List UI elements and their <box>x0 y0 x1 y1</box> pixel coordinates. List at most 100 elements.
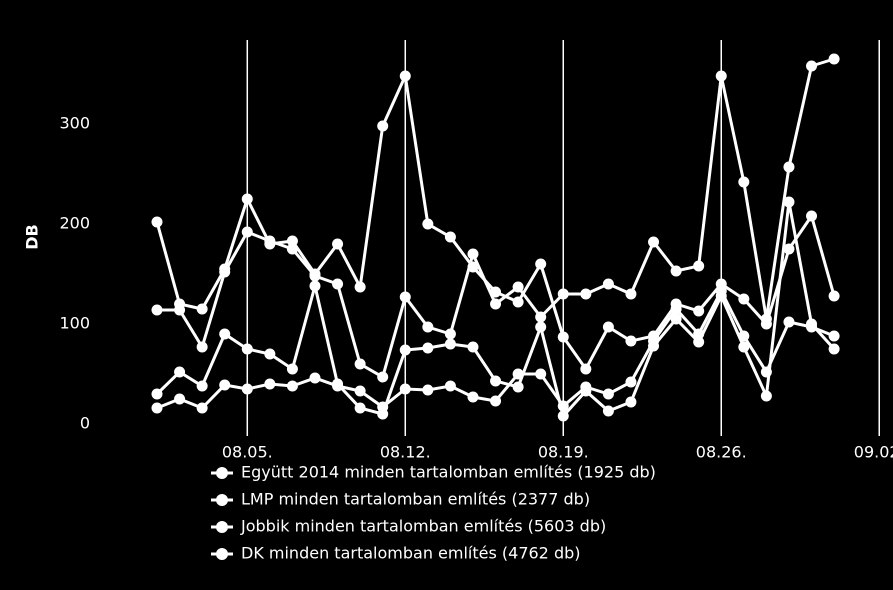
data-point <box>354 281 366 293</box>
data-point <box>174 298 186 310</box>
data-point <box>377 371 389 383</box>
data-point <box>264 348 276 360</box>
data-point <box>174 366 186 378</box>
data-point <box>828 290 840 302</box>
data-point <box>151 216 163 228</box>
data-point <box>715 290 727 302</box>
data-point <box>377 408 389 420</box>
data-point <box>422 384 434 396</box>
data-point <box>332 278 344 290</box>
data-point <box>490 298 502 310</box>
data-point <box>219 328 231 340</box>
y-tick-label: 100 <box>59 314 90 333</box>
data-point <box>399 383 411 395</box>
data-point <box>354 402 366 414</box>
data-point <box>693 336 705 348</box>
data-point <box>332 238 344 250</box>
data-point <box>241 383 253 395</box>
legend-label: Jobbik minden tartalomban említés (5603 … <box>240 517 606 536</box>
data-point <box>760 390 772 402</box>
data-point <box>467 391 479 403</box>
data-point <box>241 343 253 355</box>
data-point <box>648 340 660 352</box>
data-point <box>354 358 366 370</box>
data-point <box>512 281 524 293</box>
data-point <box>354 385 366 397</box>
data-point <box>535 321 547 333</box>
data-point <box>151 402 163 414</box>
data-point <box>625 288 637 300</box>
data-point <box>602 278 614 290</box>
data-point <box>806 210 818 222</box>
data-point <box>670 313 682 325</box>
data-point <box>196 402 208 414</box>
data-point <box>715 278 727 290</box>
data-point <box>738 341 750 353</box>
data-point <box>422 342 434 354</box>
data-point <box>783 243 795 255</box>
data-point <box>806 318 818 330</box>
data-point <box>377 120 389 132</box>
data-point <box>557 331 569 343</box>
legend-label: LMP minden tartalomban említés (2377 db) <box>241 490 590 509</box>
data-point <box>625 396 637 408</box>
data-point <box>760 318 772 330</box>
data-point <box>309 268 321 280</box>
data-point <box>399 70 411 82</box>
data-point <box>557 288 569 300</box>
data-point <box>219 379 231 391</box>
data-point <box>422 321 434 333</box>
data-point <box>828 343 840 355</box>
data-point <box>151 304 163 316</box>
legend-marker <box>216 521 228 533</box>
data-point <box>828 330 840 342</box>
data-point <box>738 176 750 188</box>
data-point <box>174 393 186 405</box>
data-point <box>286 380 298 392</box>
data-point <box>444 338 456 350</box>
legend-label: DK minden tartalomban említés (4762 db) <box>241 544 581 563</box>
data-point <box>264 238 276 250</box>
legend-marker <box>216 548 228 560</box>
data-point <box>602 388 614 400</box>
data-point <box>399 291 411 303</box>
data-point <box>332 378 344 390</box>
data-point <box>783 316 795 328</box>
legend-label: Együtt 2014 minden tartalomban említés (… <box>241 463 656 482</box>
y-tick-label: 300 <box>59 114 90 133</box>
data-point <box>670 298 682 310</box>
data-point <box>422 218 434 230</box>
data-point <box>625 376 637 388</box>
data-point <box>241 226 253 238</box>
data-point <box>648 330 660 342</box>
data-point <box>602 321 614 333</box>
data-point <box>783 161 795 173</box>
y-tick-label: 0 <box>80 414 90 433</box>
data-point <box>490 375 502 387</box>
data-point <box>151 388 163 400</box>
data-point <box>286 363 298 375</box>
data-point <box>648 236 660 248</box>
x-tick-label: 08.19. <box>538 443 589 462</box>
data-point <box>399 344 411 356</box>
data-point <box>467 248 479 260</box>
data-point <box>602 405 614 417</box>
data-point <box>806 60 818 72</box>
data-point <box>535 311 547 323</box>
data-point <box>264 378 276 390</box>
x-tick-label: 08.12. <box>380 443 431 462</box>
data-point <box>828 53 840 65</box>
data-point <box>241 193 253 205</box>
x-tick-label: 08.05. <box>222 443 273 462</box>
data-point <box>557 410 569 422</box>
data-point <box>196 380 208 392</box>
data-point <box>444 328 456 340</box>
data-point <box>535 368 547 380</box>
data-point <box>580 288 592 300</box>
legend-marker <box>216 467 228 479</box>
data-point <box>512 381 524 393</box>
data-point <box>444 380 456 392</box>
data-point <box>738 293 750 305</box>
data-point <box>783 196 795 208</box>
